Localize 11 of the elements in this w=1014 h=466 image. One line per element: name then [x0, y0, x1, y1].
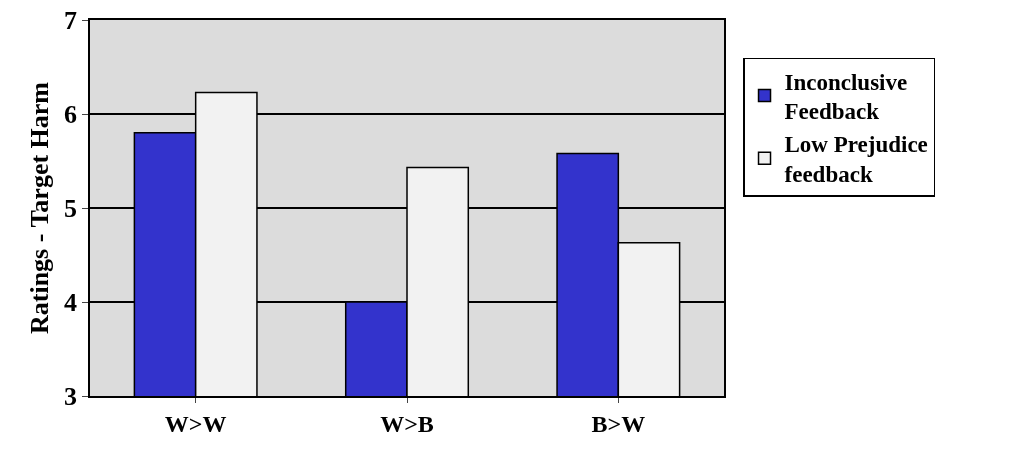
y-tick-label: 3 [64, 382, 78, 412]
legend-label: Inconclusive Feedback [784, 69, 908, 125]
y-tick-label: 7 [64, 6, 78, 36]
x-tick-label: W>B [380, 410, 434, 437]
legend-label: Low Prejudice feedback [784, 132, 928, 188]
y-axis-title: Ratings - Target Harm [24, 81, 54, 335]
x-tick-label: W>W [164, 410, 227, 437]
x-tick-label: B>W [591, 410, 646, 437]
y-tick-label: 6 [64, 100, 78, 130]
y-tick-label: 4 [64, 288, 78, 318]
y-tick-label: 5 [64, 194, 78, 224]
